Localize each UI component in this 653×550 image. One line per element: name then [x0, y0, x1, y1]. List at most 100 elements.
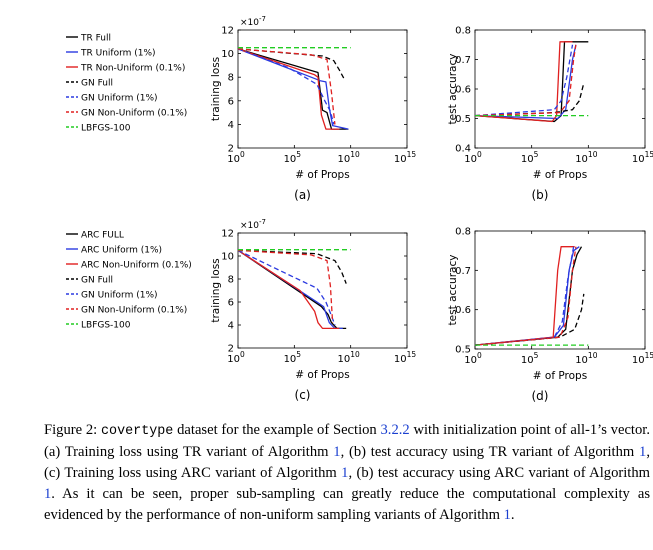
y-tick-label: 12: [221, 26, 234, 37]
series-line-2: [474, 44, 577, 120]
legend-label: ARC Uniform (1%): [81, 246, 162, 256]
algorithm-ref-link[interactable]: 1: [639, 444, 647, 460]
y-tick-label: 6: [228, 96, 234, 107]
x-tick-label: 1010: [338, 150, 361, 165]
panel-label: (b): [532, 188, 549, 202]
y-tick-label: 0.8: [455, 227, 471, 238]
caption-label: Figure 2:: [44, 422, 98, 438]
x-tick-label: 1010: [575, 150, 598, 165]
x-axis-label: # of Props: [295, 169, 349, 181]
figure: TR Full TR Uniform (1%) TR Non-Uniform (0.…: [66, 15, 653, 404]
x-tick-label: 1010: [575, 351, 598, 366]
y-tick-label: 2: [228, 144, 234, 155]
legend-label: GN Non-Uniform (0.1%): [81, 109, 187, 119]
x-tick-label: 1015: [632, 351, 653, 366]
x-tick-label: 105: [521, 150, 539, 165]
series-line-5: [474, 246, 575, 346]
algorithm-ref-link[interactable]: 1: [341, 465, 349, 481]
y-tick-label: 2: [228, 344, 234, 355]
legend-label: LBFGS-100: [81, 321, 131, 331]
x-tick-label: 105: [521, 351, 539, 366]
series-line-3: [237, 249, 340, 330]
figure-caption: Figure 2: covertype dataset for the exam…: [44, 420, 650, 526]
x-tick-label: 105: [284, 150, 302, 165]
x-tick-label: 1015: [394, 350, 417, 365]
legend-label: GN Full: [81, 276, 113, 286]
series-line-3: [474, 41, 573, 123]
legend-label: GN Full: [81, 79, 113, 89]
y-tick-label: 4: [228, 120, 234, 131]
panel-label: (a): [294, 188, 311, 202]
caption-text: .: [510, 507, 515, 523]
legend-label: GN Uniform (1%): [81, 94, 158, 104]
series-line-6: [237, 48, 336, 125]
y-tick-label: 0.4: [455, 144, 471, 155]
algorithm-ref-link[interactable]: 1: [503, 507, 511, 523]
caption-dataset: covertype: [101, 424, 174, 439]
x-tick-label: 105: [284, 350, 302, 365]
legend: TR Full TR Uniform (1%) TR Non-Uniform (0.…: [66, 34, 187, 134]
y-tick-label: 10: [221, 252, 234, 263]
series-line-3: [237, 48, 340, 130]
y-tick-label: 0.7: [455, 55, 471, 66]
caption-text: dataset for the example of Section: [173, 422, 381, 438]
series-line-6: [474, 246, 577, 346]
panel-label: (d): [532, 389, 549, 403]
y-tick-label: 0.5: [455, 345, 471, 356]
y-axis-multiplier: ×10-7: [240, 15, 266, 28]
y-tick-label: 6: [228, 298, 234, 309]
legend-label: GN Non-Uniform (0.1%): [81, 306, 187, 316]
y-tick-label: 0.7: [455, 266, 471, 277]
plot-frame: [237, 29, 408, 149]
legend-label: TR Uniform (1%): [80, 49, 156, 59]
series-line-2: [237, 48, 349, 130]
algorithm-ref-link[interactable]: 1: [44, 486, 52, 502]
y-axis-label: training loss: [210, 57, 222, 121]
series-line-1: [237, 249, 347, 330]
series-line-2: [474, 246, 580, 346]
y-tick-label: 0.5: [455, 114, 471, 125]
y-tick-label: 12: [221, 229, 234, 240]
legend: ARC FULL ARC Uniform (1%) ARC Non-Uniform …: [66, 231, 192, 331]
caption-text: . As it can be seen, proper sub-sampling…: [44, 486, 650, 523]
y-axis-label: test accuracy: [447, 255, 459, 326]
series-line-6: [474, 44, 577, 117]
y-tick-label: 0.6: [455, 305, 471, 316]
series-line-6: [237, 249, 334, 323]
x-tick-label: 1010: [338, 350, 361, 365]
x-axis-label: # of Props: [533, 370, 587, 382]
legend-label: LBFGS-100: [81, 124, 131, 134]
x-tick-label: 1015: [632, 150, 653, 165]
y-axis-label: training loss: [210, 258, 222, 322]
x-tick-label: 1015: [394, 150, 417, 165]
y-tick-label: 8: [228, 275, 234, 286]
y-tick-label: 0.8: [455, 26, 471, 37]
y-axis-label: test accuracy: [447, 54, 459, 125]
x-axis-label: # of Props: [533, 169, 587, 181]
y-tick-label: 8: [228, 73, 234, 84]
panel-label: (c): [295, 388, 311, 402]
y-tick-label: 10: [221, 49, 234, 60]
x-axis-label: # of Props: [295, 369, 349, 381]
y-axis-multiplier: ×10-7: [240, 218, 266, 231]
legend-label: TR Full: [80, 34, 111, 44]
section-ref-link[interactable]: 3.2.2: [380, 422, 410, 438]
series-line-5: [237, 249, 336, 326]
legend-label: TR Non-Uniform (0.1%): [80, 64, 185, 74]
y-tick-label: 0.6: [455, 85, 471, 96]
legend-label: GN Uniform (1%): [81, 291, 158, 301]
caption-text: , (b) test accuracy using TR variant of …: [340, 444, 640, 460]
plot-frame: [474, 230, 646, 350]
plot-frame: [237, 232, 408, 349]
algorithm-ref-link[interactable]: 1: [333, 444, 341, 460]
series-line-5: [474, 44, 574, 117]
caption-text: , (b) test accuracy using ARC variant of…: [348, 465, 650, 481]
series-line-4: [237, 249, 347, 284]
legend-label: ARC Non-Uniform (0.1%): [81, 261, 192, 271]
caption-text: with initialization point of all-1’s vec…: [44, 422, 650, 460]
caption-text: , (c) Training loss using ARC variant of…: [44, 444, 650, 481]
